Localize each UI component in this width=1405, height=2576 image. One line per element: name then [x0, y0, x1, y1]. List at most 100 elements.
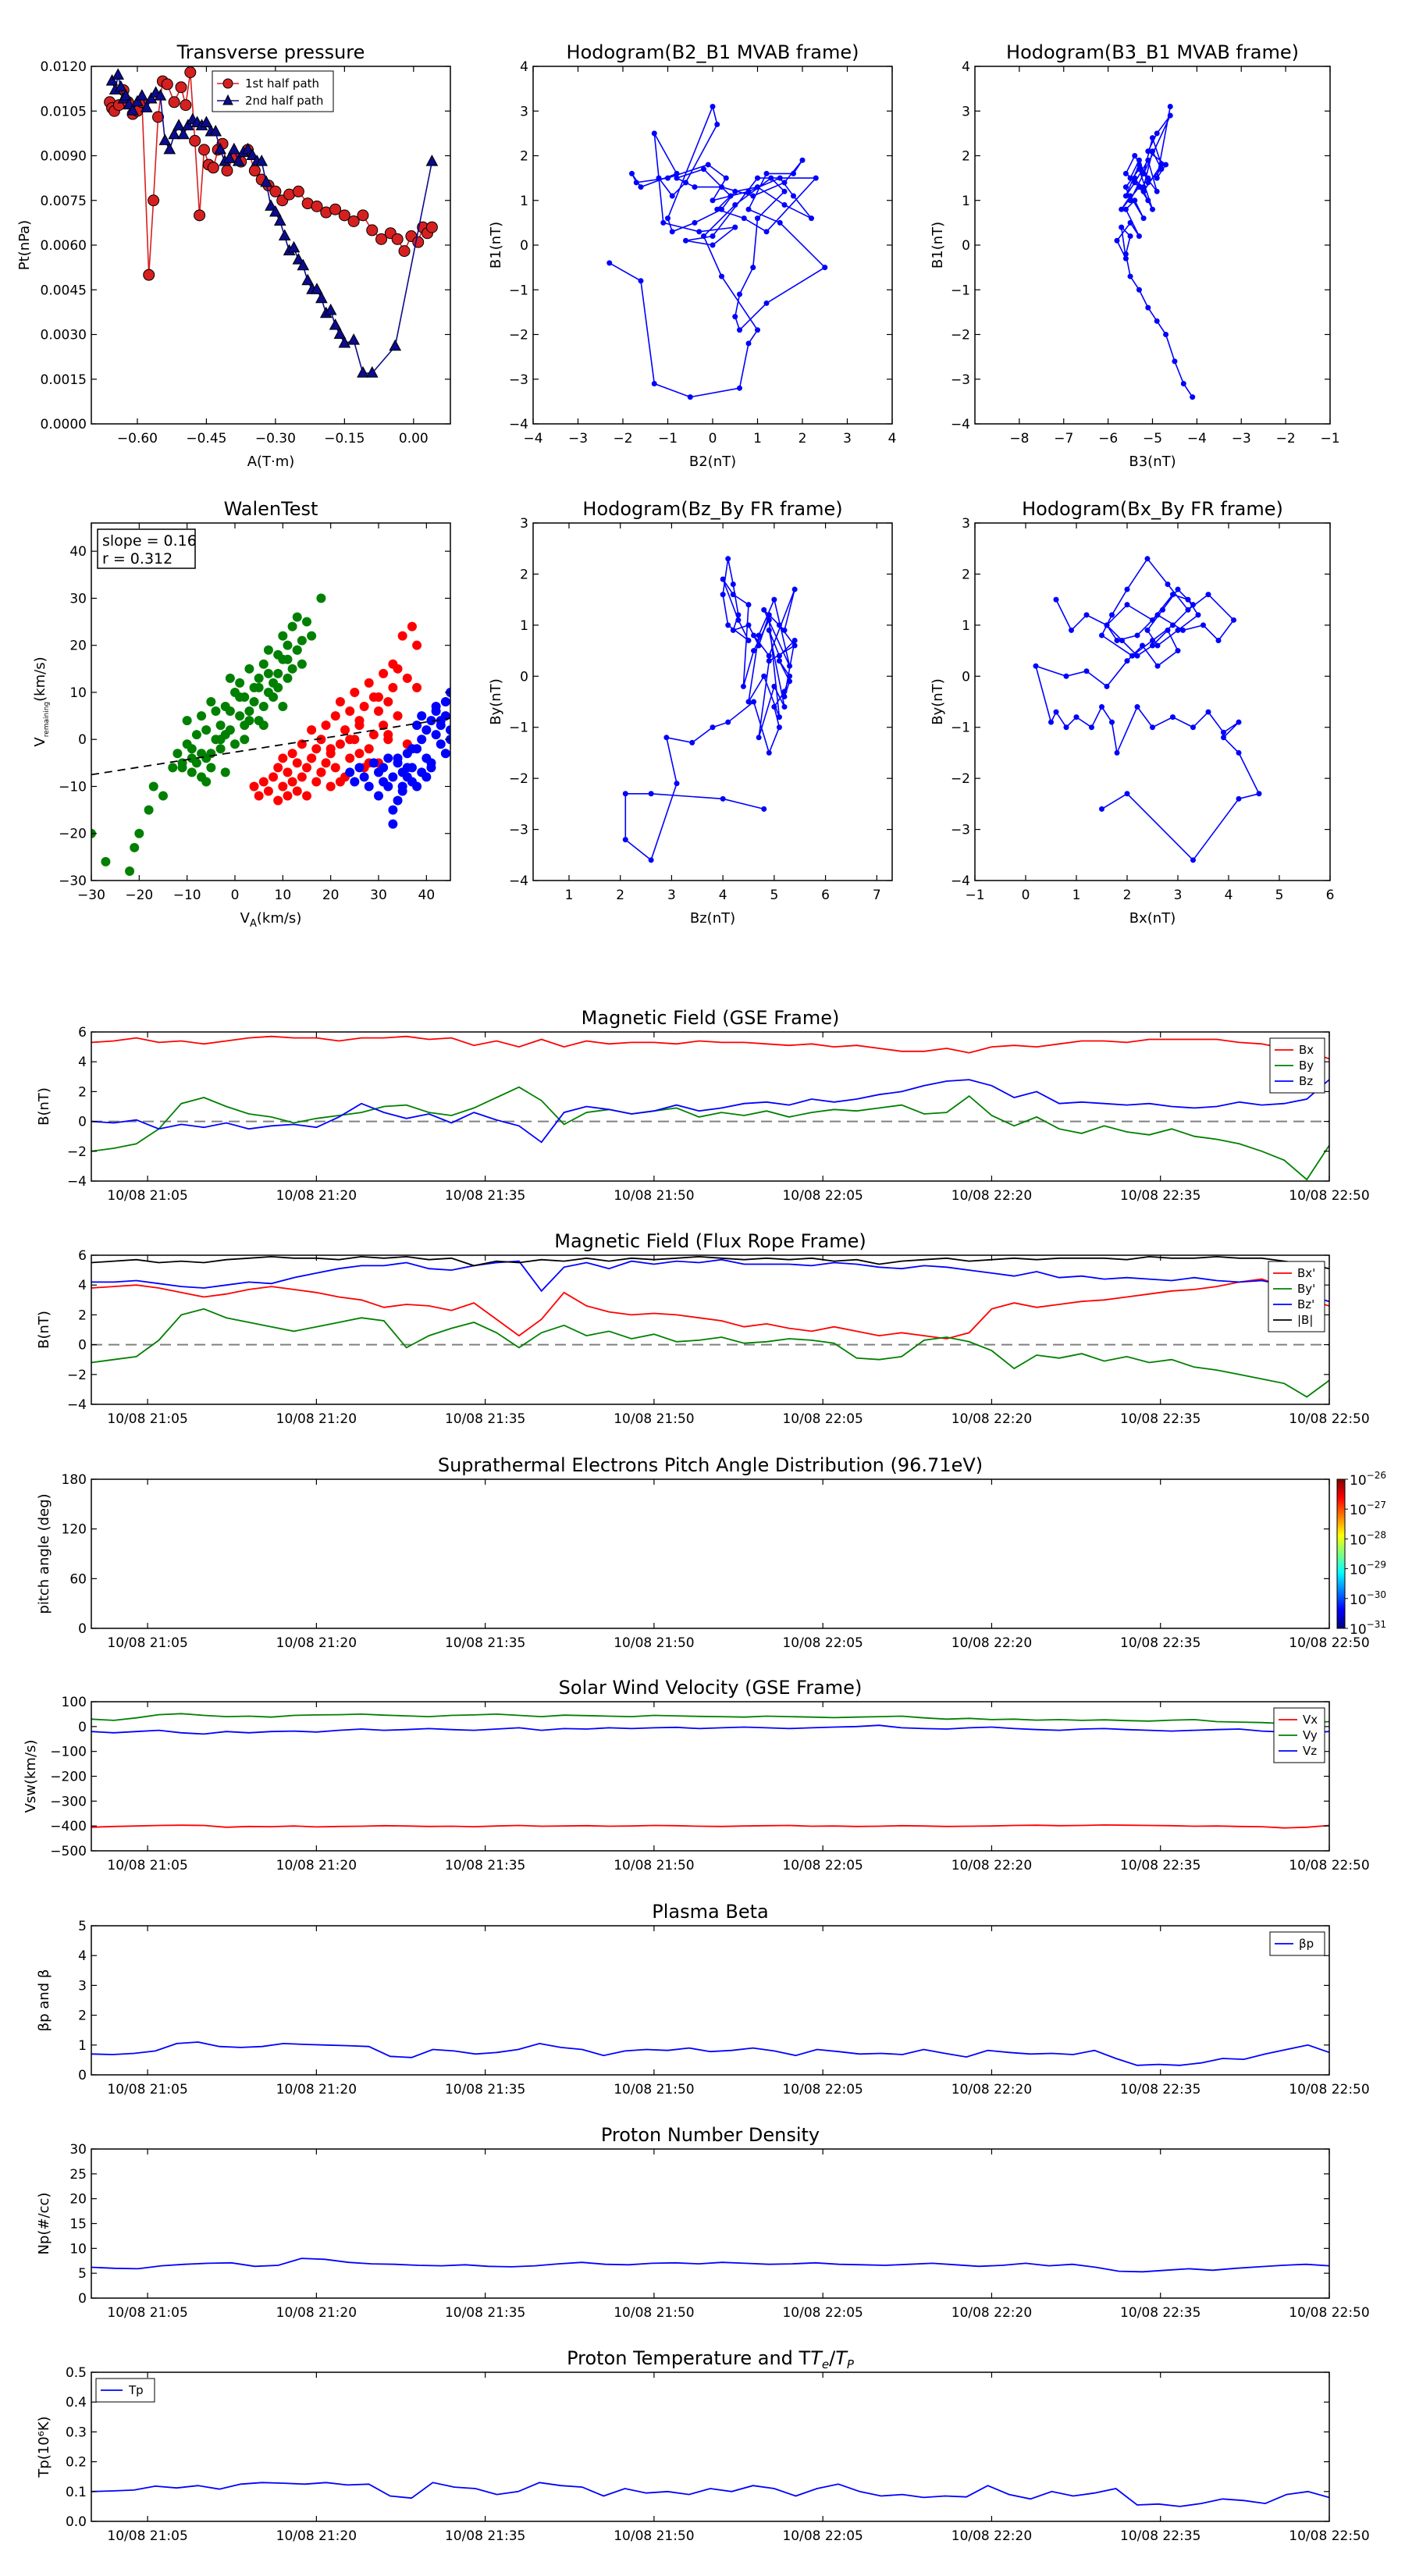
data-point [732, 201, 738, 208]
y-tick-label: 3 [520, 516, 528, 532]
y-label-sub: remaining [43, 702, 51, 737]
data-point [1154, 663, 1161, 669]
r-annotation: r = 0.312 [102, 550, 173, 568]
x-tick-label: 1 [565, 888, 574, 903]
data-point [431, 730, 441, 740]
data-point [1063, 724, 1069, 731]
data-point [114, 80, 127, 92]
data-point [105, 74, 119, 86]
data-point [669, 229, 675, 235]
x-tick-label: 10/08 22:20 [951, 1635, 1032, 1651]
data-point [781, 201, 788, 208]
x-tick-label: 10/08 21:35 [445, 1858, 525, 1873]
y-tick-label: 1 [962, 618, 970, 634]
data-point [763, 170, 770, 176]
data-point [813, 175, 819, 181]
y-tick-label: 10 [69, 2241, 87, 2257]
y-tick-label: 0.0030 [41, 328, 87, 343]
y-tick-label: 0.5 [66, 2365, 87, 2381]
data-point [1163, 162, 1169, 168]
y-tick-label: 60 [69, 1571, 87, 1587]
data-point [426, 758, 436, 768]
y-tick-label: −1 [509, 720, 528, 736]
panel-h4: Hodogram(Bx_By FR frame) −1 0 1 2 3 4 5 6 −4 −3 −2 −… [930, 498, 1334, 927]
y-axis-label: B1(nT) [930, 222, 946, 269]
data-point [398, 245, 411, 258]
data-point [1122, 184, 1129, 190]
x-tick-label: 5 [770, 888, 778, 903]
data-point [388, 772, 398, 782]
data-point [1083, 612, 1090, 618]
data-point [184, 66, 197, 79]
legend-label: Bz' [1297, 1297, 1314, 1311]
data-point [244, 664, 254, 674]
data-point [755, 215, 760, 222]
data-point [1104, 622, 1110, 628]
data-point [1073, 714, 1080, 720]
chart-title: WalenTest [224, 498, 318, 520]
annotation-box [97, 528, 196, 569]
y-tick-label: 100 [62, 1695, 87, 1710]
data-point [651, 380, 657, 386]
y-tick-label: 10 [69, 685, 87, 701]
data-point [365, 366, 379, 378]
colorbar-exp: −26 [1367, 1470, 1386, 1481]
y-tick-label: 0.0 [66, 2514, 87, 2530]
data-point [720, 795, 726, 802]
data-point [163, 142, 176, 155]
data-point [1136, 166, 1142, 173]
x-tick-label: 3 [667, 888, 676, 903]
data-point [1083, 668, 1090, 674]
data-point [263, 668, 273, 678]
chart-title: Proton Number Density [601, 2124, 820, 2146]
series-line-1 [91, 2258, 1329, 2273]
axes-frame [91, 1478, 1330, 1629]
x-tick-label: 10/08 22:05 [782, 1188, 863, 1204]
data-point [241, 142, 254, 155]
series-line-1 [91, 1823, 1329, 1829]
data-point [1205, 592, 1211, 598]
colorbar-exp: −30 [1367, 1589, 1386, 1600]
colorbar-label: 10−28 [1350, 1529, 1386, 1548]
data-point [1170, 592, 1176, 598]
data-point [311, 744, 322, 754]
data-point [388, 805, 398, 815]
x-tick-label: 4 [1225, 888, 1233, 903]
axes-frame [91, 2371, 1330, 2522]
data-point [255, 155, 269, 166]
data-point [781, 188, 788, 194]
data-point [809, 215, 814, 222]
panel-ts_bfr: Magnetic Field (Flux Rope Frame) 10/08 21… [36, 1230, 1370, 1427]
data-point [1053, 596, 1059, 603]
data-point [379, 763, 389, 773]
x-tick-label: 10/08 21:20 [276, 1858, 357, 1873]
x-label-main: V [240, 910, 251, 927]
data-point [316, 593, 326, 603]
series-line-2 [91, 1086, 1329, 1181]
panel-ts_v: Solar Wind Velocity (GSE Frame) 10/08 21:… [23, 1677, 1370, 1873]
data-point [1175, 648, 1181, 654]
data-point [781, 688, 788, 695]
data-point [745, 188, 752, 194]
x-tick-label: 10/08 21:50 [614, 2305, 694, 2321]
data-point [397, 781, 407, 792]
data-point [1150, 724, 1155, 731]
x-tick-label: 10/08 22:35 [1120, 1411, 1200, 1427]
data-point [701, 166, 706, 173]
y-tick-label: −10 [59, 779, 87, 795]
data-point [440, 697, 450, 706]
data-point [745, 602, 752, 608]
axes-frame [532, 522, 893, 881]
y-tick-label: 0 [520, 669, 528, 685]
data-point [201, 725, 212, 735]
x-tick-label: −6 [1098, 431, 1118, 447]
data-point [1236, 719, 1242, 725]
chart-title: Hodogram(Bx_By FR frame) [1022, 498, 1283, 520]
data-point [1119, 637, 1125, 643]
data-point [425, 155, 439, 166]
data-point [1205, 709, 1211, 715]
y-tick-label: 0.1 [66, 2485, 87, 2500]
x-tick-label: 10/08 22:50 [1289, 2082, 1369, 2097]
chart-title: Suprathermal Electrons Pitch Angle Distr… [438, 1454, 983, 1476]
legend-label: Vx [1303, 1713, 1318, 1727]
